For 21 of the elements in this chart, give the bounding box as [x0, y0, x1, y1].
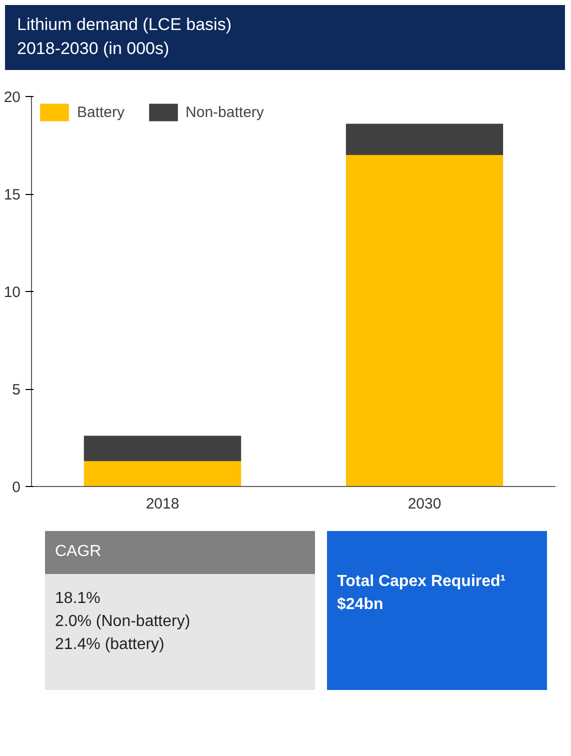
text: $24bn	[337, 596, 384, 613]
chart-subtitle: 2018-2030 (in 000s)	[17, 39, 170, 58]
text: 21.4% (battery)	[55, 636, 164, 653]
legend-label: Non-battery	[186, 104, 264, 120]
text: 2.0% (Non-battery)	[55, 612, 190, 630]
bar	[346, 124, 504, 155]
bar	[84, 436, 242, 462]
bar	[346, 155, 504, 486]
text: Total Capex Required¹	[337, 573, 506, 590]
chart-title: Lithium demand (LCE basis)	[17, 15, 232, 34]
text: 18.1%	[55, 590, 100, 607]
x-tick-label: 2030	[408, 496, 442, 512]
legend-label: Battery	[77, 104, 125, 120]
y-tick-label: 0	[12, 479, 20, 496]
bar	[84, 461, 242, 486]
y-tick-label: 10	[4, 284, 21, 301]
y-tick-label: 5	[12, 382, 20, 398]
y-tick-label: 15	[4, 186, 21, 204]
x-tick-label: 2018	[146, 496, 180, 512]
text: CAGR	[45, 531, 315, 574]
y-tick-label: 20	[4, 89, 21, 106]
